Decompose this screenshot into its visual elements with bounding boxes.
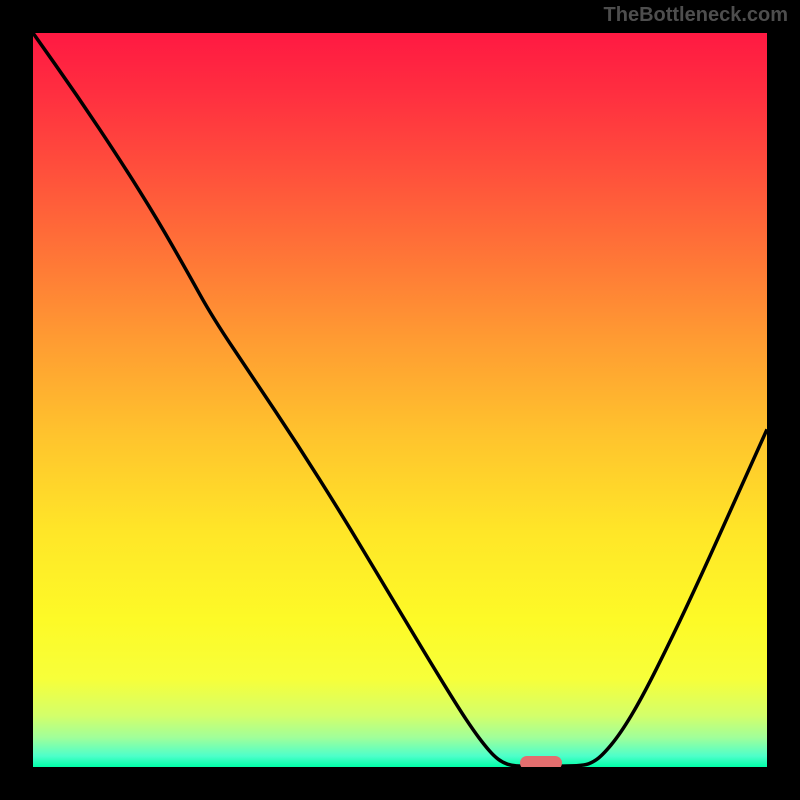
chart-container: TheBottleneck.com [0, 0, 800, 800]
bottleneck-curve [33, 33, 767, 767]
watermark-text: TheBottleneck.com [604, 4, 788, 27]
optimum-marker [520, 756, 562, 767]
curve-path [33, 33, 767, 766]
plot-area [33, 33, 767, 767]
